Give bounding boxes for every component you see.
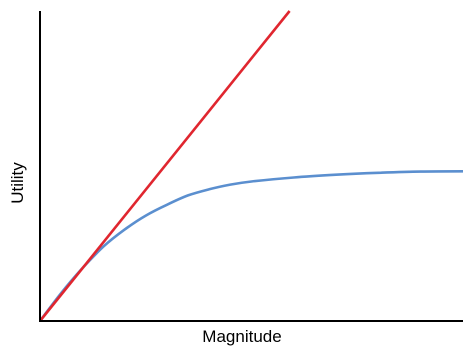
y-axis-label: Utility xyxy=(8,162,27,204)
plot-lines xyxy=(38,10,463,322)
series-line-red xyxy=(38,10,291,322)
series-line-blue xyxy=(38,170,463,322)
x-axis-label: Magnitude xyxy=(202,327,281,346)
